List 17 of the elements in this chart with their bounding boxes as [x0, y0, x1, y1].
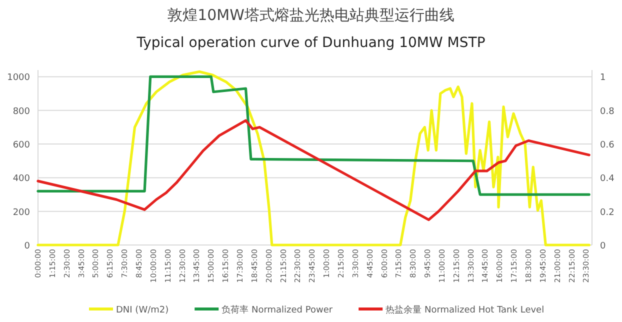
y2-tick-label: 0	[600, 242, 606, 252]
y2-tick-label: 0.8	[600, 106, 615, 117]
y2-tick-label: 0.2	[600, 208, 614, 218]
y2-tick-label: 1	[600, 73, 606, 84]
y2-tick-label: 0.4	[600, 174, 615, 184]
y-tick-label: 200	[12, 208, 30, 218]
chart-title: 敦煌10MW塔式熔盐光热电站典型运行曲线	[168, 6, 454, 24]
legend-label: DNI (W/m2)	[116, 306, 169, 316]
y-tick-label: 600	[12, 140, 30, 151]
y2-tick-label: 0.6	[600, 140, 615, 151]
y-tick-label: 800	[12, 106, 30, 117]
y-tick-label: 1000	[7, 73, 30, 84]
legend-label: 热盐余量 Normalized Hot Tank Level	[386, 304, 544, 316]
y-tick-label: 0	[24, 242, 30, 252]
y-tick-label: 400	[12, 174, 30, 184]
chart-subtitle: Typical operation curve of Dunhuang 10MW MSTP	[136, 35, 486, 51]
legend-label: 负荷率 Normalized Power	[222, 304, 333, 316]
